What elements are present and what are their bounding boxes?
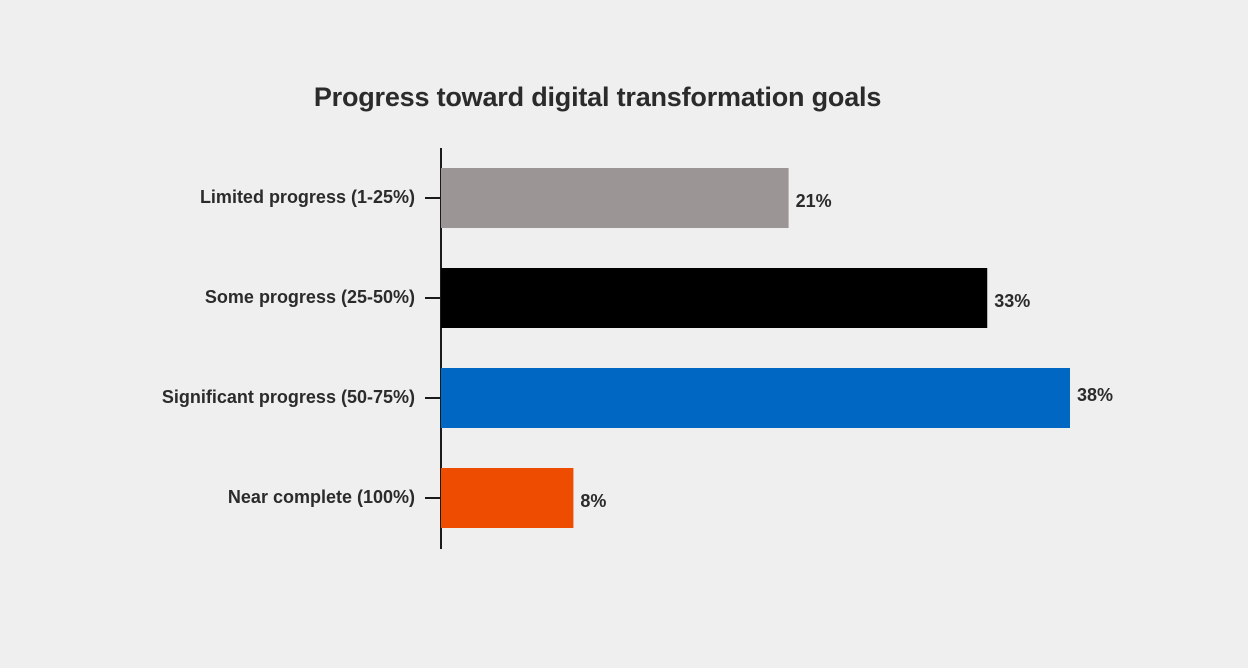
bar-3	[441, 468, 574, 528]
bar-2	[441, 368, 1070, 428]
chart-title: Progress toward digital transformation g…	[313, 82, 882, 112]
category-label-1: Some progress (25-50%)	[205, 287, 415, 307]
bar-0	[441, 168, 789, 228]
category-label-2: Significant progress (50-75%)	[162, 387, 415, 407]
value-label-1: 33%	[994, 291, 1030, 311]
value-label-0: 21%	[796, 191, 832, 211]
value-label-3: 8%	[580, 491, 606, 511]
bars-layer: Limited progress (1-25%) 21% Some progress…	[162, 168, 1113, 528]
bar-1	[441, 268, 988, 328]
value-label-2: 38%	[1077, 385, 1113, 405]
category-label-0: Limited progress (1-25%)	[200, 187, 415, 207]
category-label-3: Near complete (100%)	[228, 487, 415, 507]
